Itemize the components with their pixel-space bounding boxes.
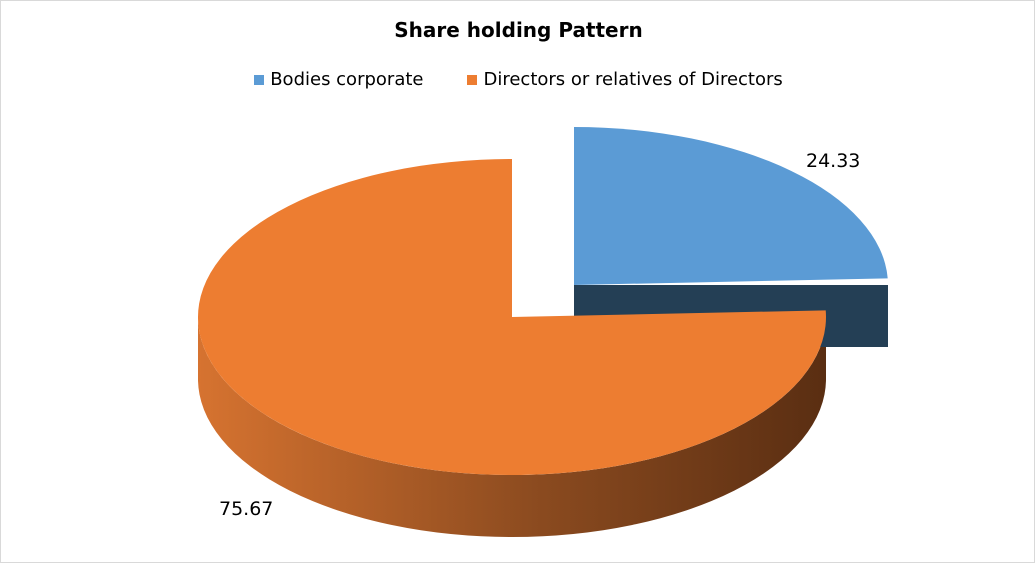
legend-item-directors: Directors or relatives of Directors	[467, 69, 783, 90]
slice-directors	[197, 159, 826, 475]
data-label-bodies-corporate: 24.33	[806, 150, 860, 172]
legend-label-bodies-corporate: Bodies corporate	[270, 69, 424, 90]
legend-swatch-bodies-corporate	[254, 74, 265, 85]
data-label-directors: 75.67	[219, 498, 273, 520]
slice-bodies-corporate	[574, 127, 888, 285]
legend-item-bodies-corporate: Bodies corporate	[254, 69, 423, 90]
legend-label-directors: Directors or relatives of Directors	[483, 69, 783, 90]
chart-title: Share holding Pattern	[394, 18, 643, 42]
legend-swatch-directors	[467, 74, 478, 85]
slice-side-directors	[198, 317, 826, 537]
legend: Bodies corporate Directors or relatives …	[1, 69, 1035, 90]
